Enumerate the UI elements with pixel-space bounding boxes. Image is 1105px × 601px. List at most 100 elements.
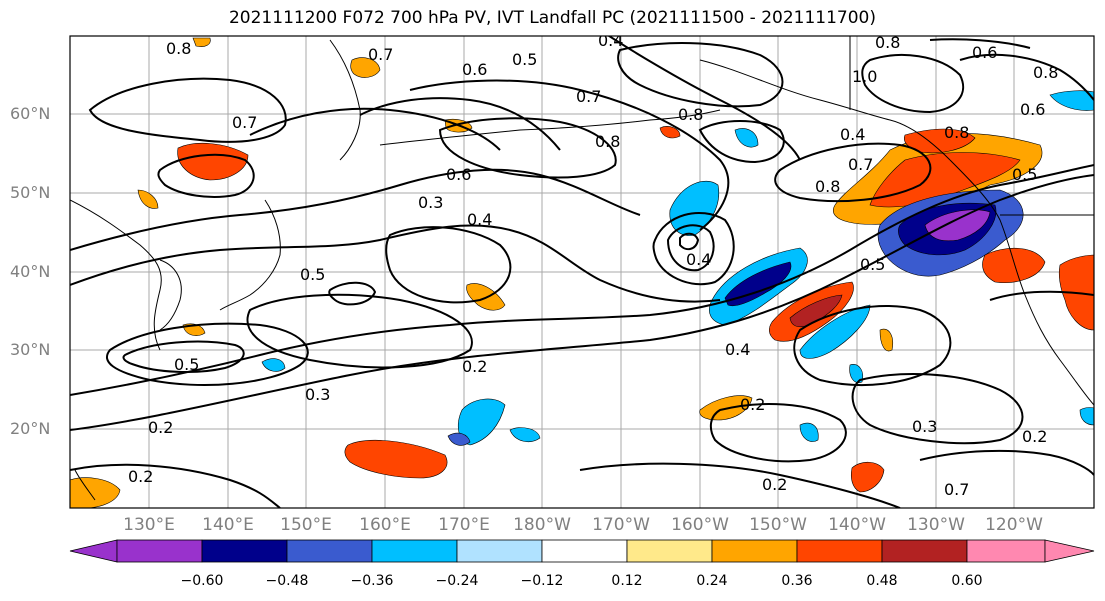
colorbar-tick-label: −0.48 — [265, 573, 309, 589]
colorbar-tick-label: 0.24 — [696, 573, 728, 589]
negative-anomaly-180-south — [509, 427, 541, 443]
contour-label: 0.8 — [166, 39, 191, 58]
positive-anomaly-tiny-6 — [879, 328, 893, 352]
contour-label: 0.3 — [418, 193, 443, 212]
lon-label: 140°E — [202, 515, 254, 535]
colorbar — [69, 539, 1095, 563]
colorbar-seg — [966, 539, 1046, 563]
colorbar-seg — [371, 539, 458, 563]
contour-label: 0.8 — [678, 105, 703, 124]
coastline-japan — [219, 199, 281, 311]
negative-anomaly-170e-south — [457, 398, 506, 446]
contour-label: 0.5 — [860, 255, 885, 274]
contour-label: 0.3 — [305, 385, 330, 404]
colorbar-tick-label: −0.24 — [435, 573, 479, 589]
colorbar-seg — [626, 539, 713, 563]
contour-label: 0.4 — [686, 250, 711, 269]
contour-label: 1.0 — [852, 67, 877, 86]
colorbar-tick-label: 0.12 — [611, 573, 643, 589]
gridlines — [70, 36, 1094, 508]
lat-label: 50°N — [10, 183, 51, 202]
contour-label: 0.5 — [174, 355, 199, 374]
contour-labels: 0.8 0.7 0.4 0.6 0.5 0.7 0.8 0.8 0.6 0.8 … — [128, 31, 1058, 499]
lon-label: 160°E — [359, 515, 411, 535]
map-frame — [69, 35, 1095, 509]
negative-anomaly-150e — [261, 358, 286, 372]
contour-label: 0.8 — [815, 177, 840, 196]
coastline-kamchatka — [329, 39, 361, 161]
colorbar-seg — [711, 539, 798, 563]
negative-anomaly-140w-tail — [799, 304, 871, 359]
contour-label: 0.6 — [446, 165, 471, 184]
coastline-aleutians — [379, 109, 721, 146]
positive-anomaly-california — [982, 247, 1046, 283]
contour-label: 0.4 — [598, 31, 623, 50]
coastlines — [70, 36, 1094, 501]
contour-label: 0.6 — [1020, 100, 1045, 119]
contour-label: 0.7 — [232, 113, 257, 132]
lat-label: 20°N — [10, 419, 51, 438]
contour-label: 0.7 — [944, 480, 969, 499]
lon-label: 150°E — [280, 515, 332, 535]
contour-label: 0.8 — [595, 132, 620, 151]
map-title: 2021111200 F072 700 hPa PV, IVT Landfall… — [228, 8, 876, 28]
positive-anomaly-tiny-3 — [659, 126, 681, 139]
contour-label: 0.8 — [875, 33, 900, 52]
colorbar-seg — [116, 539, 203, 563]
lon-label: 170°E — [438, 515, 490, 535]
contour-label: 0.8 — [944, 123, 969, 142]
negative-anomaly-125w-south — [1079, 407, 1094, 426]
colorbar-seg — [881, 539, 968, 563]
colorbar-seg — [201, 539, 288, 563]
contour-label: 0.4 — [725, 340, 750, 359]
coastline-philippines — [74, 469, 96, 501]
positive-anomaly-135w-south — [850, 461, 885, 493]
contour-label: 0.5 — [1012, 165, 1037, 184]
contour-label: 0.2 — [128, 467, 153, 486]
positive-anomaly-tiny-2 — [192, 37, 211, 47]
negative-anomaly-170e-south-core — [447, 432, 471, 446]
negative-anomaly-150w-south — [799, 422, 819, 442]
lon-label: 120°W — [985, 515, 1043, 535]
contour-label: 0.5 — [300, 265, 325, 284]
lon-label: 180°W — [513, 515, 571, 535]
colorbar-tick-label: −0.12 — [520, 573, 564, 589]
colorbar-tick-label: 0.60 — [951, 573, 983, 589]
contour-label: 0.8 — [1033, 63, 1058, 82]
lon-label: 170°W — [592, 515, 650, 535]
negative-anomaly-ne-corner — [1049, 90, 1094, 111]
contour-label: 0.2 — [462, 357, 487, 376]
negative-anomaly-160w — [669, 180, 720, 236]
colorbar-tick-label: 0.36 — [781, 573, 813, 589]
positive-anomaly-tiny-4 — [137, 189, 159, 209]
positive-anomaly-160e-north — [350, 57, 381, 78]
colorbar-seg — [541, 539, 628, 563]
lat-label: 40°N — [10, 262, 51, 281]
colorbar-extend-low — [69, 539, 118, 563]
contour-label: 0.2 — [740, 395, 765, 414]
lon-label: 130°E — [123, 515, 175, 535]
positive-anomaly-40n-175w — [903, 128, 976, 154]
shaded-pc-regions — [70, 37, 1094, 508]
contour-label: 0.4 — [467, 210, 492, 229]
negative-anomaly-165w-north — [734, 128, 759, 148]
contour-label: 0.6 — [972, 43, 997, 62]
positive-anomaly-subtropics-155e — [344, 439, 448, 479]
lon-label: 160°W — [671, 515, 729, 535]
colorbar-seg — [286, 539, 373, 563]
lon-label: 140°W — [828, 515, 886, 535]
colorbar-extend-high — [1044, 539, 1095, 563]
contour-label: 0.7 — [576, 87, 601, 106]
lat-label: 60°N — [10, 104, 51, 123]
negative-anomaly-midpac-core — [724, 261, 792, 307]
contour-label: 0.6 — [462, 60, 487, 79]
coastline-north-america — [949, 159, 1094, 406]
lon-label: 150°W — [749, 515, 807, 535]
lon-label: 130°W — [907, 515, 965, 535]
colorbar-seg — [796, 539, 883, 563]
colorbar-tick-label: −0.36 — [350, 573, 394, 589]
negative-anomaly-145w-tiny — [849, 364, 863, 383]
colorbar-tick-label: −0.60 — [180, 573, 224, 589]
contour-label: 0.3 — [912, 417, 937, 436]
contour-label: 0.7 — [848, 155, 873, 174]
